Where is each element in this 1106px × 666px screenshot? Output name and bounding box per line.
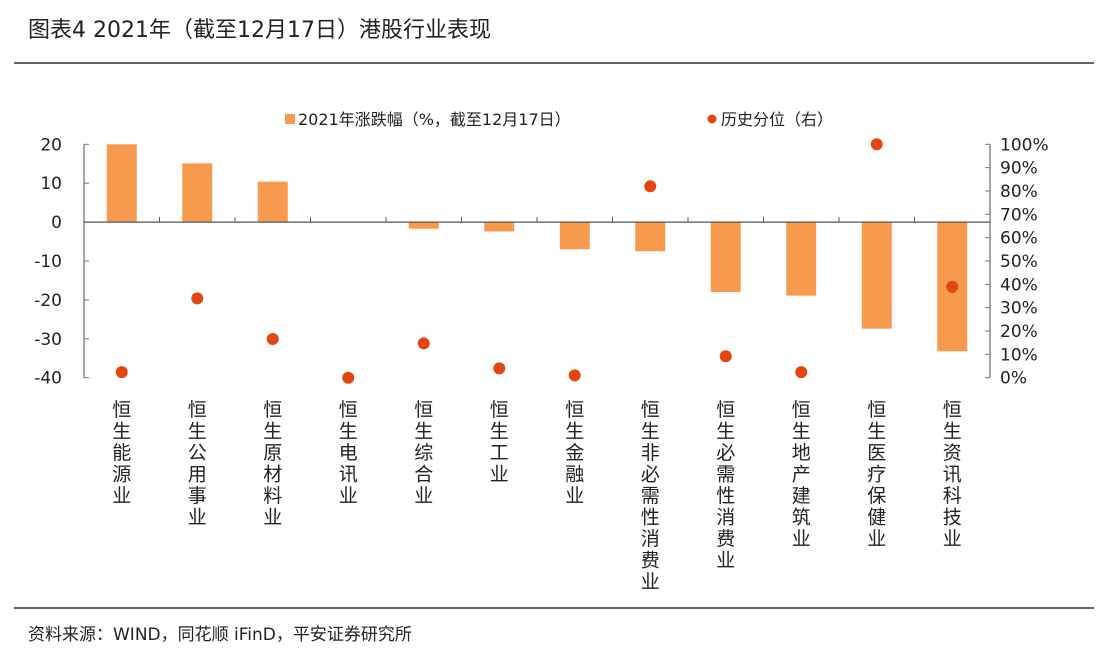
right-tick-label: 20% (1000, 322, 1038, 342)
right-tick-label: 100% (1000, 135, 1049, 155)
left-tick-label: -30 (34, 330, 62, 350)
legend-bar-label: 2021年涨跌幅（%，截至12月17日） (298, 110, 571, 129)
dot-5 (417, 337, 430, 350)
category-label: 恒生综合业 (414, 399, 433, 507)
left-tick-label: -40 (34, 369, 62, 389)
dot-8 (644, 180, 657, 193)
bar-3 (257, 181, 288, 223)
right-tick-label: 90% (1000, 159, 1038, 179)
bar-7 (559, 222, 590, 250)
category-label: 恒生能源业 (112, 399, 131, 507)
dot-3 (266, 332, 279, 345)
left-tick-label: -20 (34, 291, 62, 311)
dot-1 (115, 366, 128, 379)
category-label: 恒生地产建筑业 (792, 399, 811, 550)
bottom-divider (14, 607, 1094, 609)
category-label: 恒生公用事业 (188, 399, 207, 529)
source-note: 资料来源：WIND，同花顺 iFinD，平安证券研究所 (28, 625, 412, 645)
dot-9 (719, 350, 732, 363)
top-divider (14, 62, 1094, 64)
dot-2 (191, 292, 204, 305)
bar-8 (635, 222, 666, 252)
dot-4 (342, 371, 355, 384)
bar-10 (786, 222, 817, 296)
right-tick-label: 40% (1000, 275, 1038, 295)
right-tick-label: 50% (1000, 252, 1038, 272)
left-tick-label: -10 (34, 252, 62, 272)
category-label: 恒生非必需性消费业 (641, 399, 660, 593)
category-label: 恒生必需性消费业 (716, 399, 735, 572)
legend-bar-swatch (285, 114, 295, 124)
right-tick-label: 0% (1000, 369, 1027, 389)
dot-11 (870, 138, 883, 151)
right-tick-label: 70% (1000, 205, 1038, 225)
right-tick-label: 10% (1000, 345, 1038, 365)
right-tick-label: 80% (1000, 182, 1038, 202)
category-label: 恒生金融业 (565, 399, 584, 507)
bar-1 (106, 144, 137, 223)
dot-12 (946, 280, 959, 293)
category-label: 恒生医疗保健业 (867, 399, 886, 550)
legend-dot-label: 历史分位（右） (721, 110, 833, 129)
legend-dot-swatch (707, 114, 717, 124)
bar-9 (710, 222, 741, 293)
left-tick-label: 0 (51, 213, 62, 233)
chart-title: 图表4 2021年（截至12月17日）港股行业表现 (28, 18, 491, 43)
left-tick-label: 20 (40, 135, 62, 155)
left-tick-label: 10 (40, 174, 62, 194)
right-tick-label: 60% (1000, 229, 1038, 249)
category-label: 恒生电讯业 (339, 399, 358, 507)
right-tick-label: 30% (1000, 299, 1038, 319)
dot-7 (568, 369, 581, 382)
category-label: 恒生资讯科技业 (943, 399, 962, 550)
chart-svg: 20 10 0 -10 -20 -30 -40 100% 90% 80% 70% 60% 50% 40% 3… (34, 110, 1049, 593)
bar-5 (408, 222, 439, 229)
bar-6 (484, 222, 515, 232)
dot-10 (795, 366, 808, 379)
bar-11 (861, 222, 892, 329)
category-label: 恒生工业 (490, 399, 509, 486)
bar-2 (182, 163, 213, 223)
dot-6 (493, 362, 506, 375)
category-label: 恒生原材料业 (263, 399, 282, 529)
